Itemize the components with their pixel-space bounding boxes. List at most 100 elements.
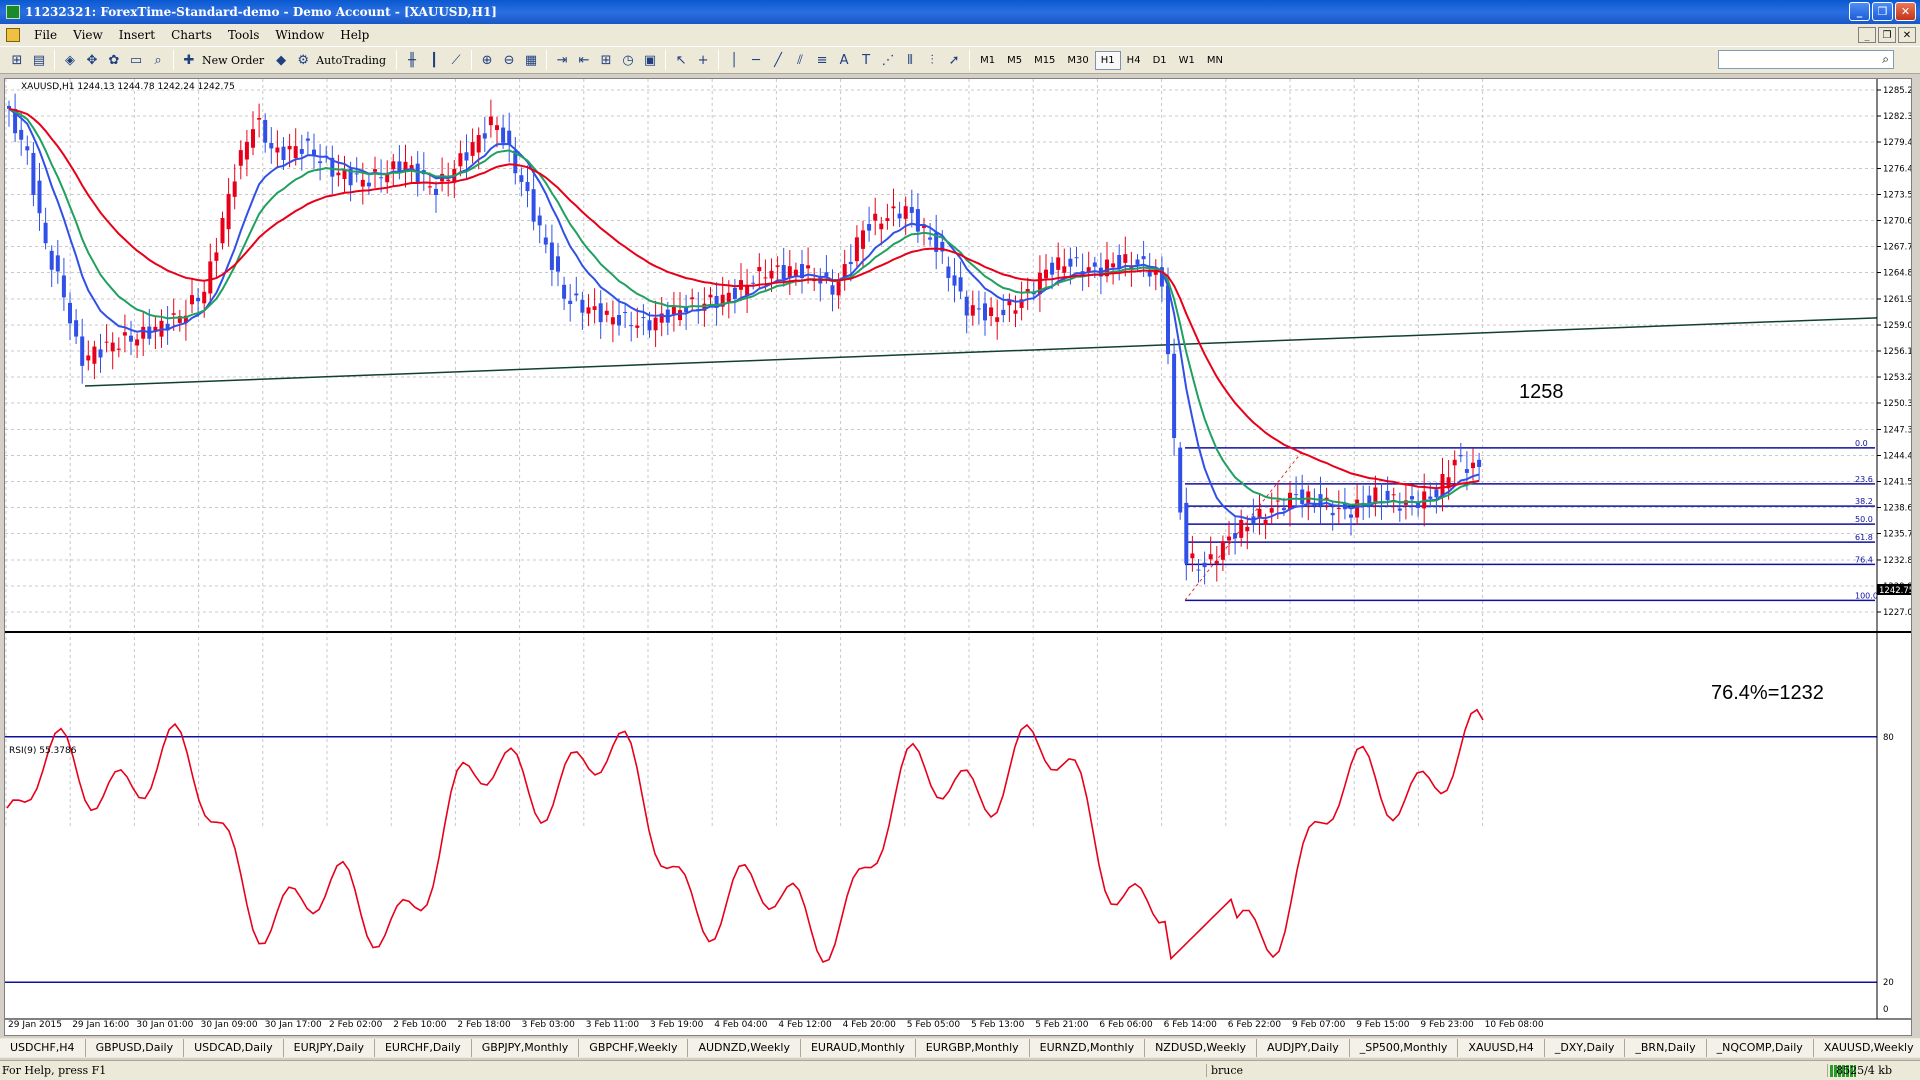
new-order-icon[interactable]: ✚ (183, 52, 195, 68)
chart-tab[interactable]: _BRN,Daily (1625, 1039, 1707, 1057)
new-chart-icon[interactable]: ⊞ (11, 52, 23, 68)
search-icon[interactable]: ⌕ (1882, 52, 1889, 66)
chart-tab[interactable]: NZDUSD,Weekly (1145, 1039, 1258, 1057)
chart-tab[interactable]: _DXY,Daily (1544, 1039, 1626, 1057)
time-tick-label: 6 Feb 22:00 (1228, 1020, 1282, 1030)
autotrading-icon[interactable]: ⚙ (297, 52, 309, 68)
chart-tab[interactable]: EURNZD,Monthly (1029, 1039, 1146, 1057)
maximize-button[interactable]: ❐ (1872, 2, 1893, 21)
gann-icon[interactable]: ⋰ (881, 52, 895, 68)
timeframe-d1[interactable]: D1 (1152, 54, 1167, 66)
timeframe-h1[interactable]: H1 (1094, 50, 1121, 70)
cycles-icon[interactable]: ⦀ (907, 52, 913, 68)
chart-tab[interactable]: XAUUSD,Weekly (1813, 1039, 1920, 1057)
crosshair-tool-icon[interactable]: + (697, 52, 709, 68)
mdi-restore-button[interactable]: ❐ (1878, 27, 1896, 43)
candle-body (68, 302, 72, 324)
chart-tab[interactable]: EURAUD,Monthly (800, 1039, 916, 1057)
timeframe-m30[interactable]: M30 (1067, 54, 1089, 66)
svg-text:1242.75: 1242.75 (1879, 586, 1911, 596)
channel-icon[interactable]: ⫽ (797, 52, 803, 68)
timeframe-mn[interactable]: MN (1206, 54, 1223, 66)
trendline-icon[interactable]: ╱ (774, 52, 782, 68)
horizontal-line-icon[interactable]: ─ (752, 52, 760, 68)
candle-body (617, 314, 621, 326)
fibonacci-icon[interactable]: ≡ (816, 52, 828, 68)
zoom-in-icon[interactable]: ⊕ (481, 52, 493, 68)
timeframe-w1[interactable]: W1 (1178, 54, 1195, 66)
pitchfork-icon[interactable]: ⫶ (930, 52, 934, 68)
arrows-icon[interactable]: ➚ (948, 52, 960, 68)
candle-body (153, 326, 158, 332)
market-watch-icon[interactable]: ◈ (65, 52, 75, 68)
tile-icon[interactable]: ▦ (524, 52, 538, 68)
chart-tab[interactable]: EURJPY,Daily (283, 1039, 375, 1057)
chart-shift-icon[interactable]: ⇤ (578, 52, 590, 68)
menu-tools[interactable]: Tools (227, 28, 260, 42)
chart-tab[interactable]: _NQCOMP,Daily (1706, 1039, 1814, 1057)
chart-canvas[interactable]: 0.0 23.6 38.2 50.0 61.8 76.4 100.0 80 20 0 29 Ja… (5, 79, 1911, 1035)
menu-help[interactable]: Help (340, 28, 370, 42)
candle-body (434, 188, 438, 196)
candle-body (7, 105, 11, 109)
autotrading-button[interactable]: AutoTrading (316, 53, 387, 67)
meta-editor-icon[interactable]: ◆ (276, 52, 287, 68)
candle-body (952, 275, 957, 286)
chart-tab[interactable]: GBPCHF,Weekly (579, 1039, 689, 1057)
search-input[interactable]: ⌕ (1718, 50, 1894, 69)
chart-tab[interactable]: USDCHF,H4 (0, 1039, 86, 1057)
vertical-line-icon[interactable]: │ (730, 52, 738, 68)
chart-window[interactable]: 0.0 23.6 38.2 50.0 61.8 76.4 100.0 80 20 0 29 Ja… (4, 78, 1912, 1036)
chart-tab[interactable]: AUDNZD,Weekly (688, 1039, 801, 1057)
candle-body (263, 119, 268, 143)
chart-tab[interactable]: USDCAD,Daily (184, 1039, 284, 1057)
strategy-tester-icon[interactable]: ⌕ (154, 52, 162, 68)
chart-tab[interactable]: EURCHF,Daily (374, 1039, 472, 1057)
periods-icon[interactable]: ◷ (622, 52, 634, 68)
timeframe-h4[interactable]: H4 (1126, 54, 1141, 66)
data-window-icon[interactable]: ✿ (108, 52, 120, 68)
minimize-button[interactable]: _ (1849, 2, 1870, 21)
line-chart-icon[interactable]: ⟋ (451, 52, 461, 68)
fibonacci-retracement: 0.0 23.6 38.2 50.0 61.8 76.4 100.0 (1184, 439, 1878, 602)
templates-icon[interactable]: ▣ (643, 52, 657, 68)
menu-view[interactable]: View (73, 28, 103, 42)
chart-window-icon[interactable] (6, 28, 20, 42)
text-icon[interactable]: A (839, 52, 849, 68)
menu-insert[interactable]: Insert (118, 28, 156, 42)
candle-body (1434, 489, 1439, 498)
chart-tab[interactable]: _SP500,Monthly (1349, 1039, 1459, 1057)
cursor-icon[interactable]: ↖ (675, 52, 687, 68)
candle-body (934, 232, 939, 252)
menu-charts[interactable]: Charts (171, 28, 212, 42)
menu-file[interactable]: File (34, 28, 58, 42)
menu-window[interactable]: Window (275, 28, 325, 42)
profiles-icon[interactable]: ▤ (32, 52, 46, 68)
candle-body (385, 174, 390, 183)
bar-chart-icon[interactable]: ╫ (408, 52, 416, 68)
terminal-icon[interactable]: ▭ (129, 52, 143, 68)
mdi-minimize-button[interactable]: _ (1858, 27, 1876, 43)
candle-body (49, 250, 54, 270)
mdi-close-button[interactable]: ✕ (1898, 27, 1916, 43)
new-order-button[interactable]: New Order (202, 53, 265, 67)
indicators-icon[interactable]: ⊞ (600, 52, 612, 68)
chart-tab[interactable]: GBPUSD,Daily (85, 1039, 185, 1057)
close-button[interactable]: ✕ (1895, 2, 1916, 21)
candle-body (641, 317, 646, 319)
text-label-icon[interactable]: T (862, 52, 871, 68)
autoscroll-icon[interactable]: ⇥ (556, 52, 568, 68)
chart-tab[interactable]: GBPJPY,Monthly (471, 1039, 580, 1057)
chart-tab[interactable]: XAUUSD,H4 (1458, 1039, 1545, 1057)
candle-body (879, 223, 884, 230)
navigator-icon[interactable]: ✥ (86, 52, 98, 68)
chart-tab[interactable]: AUDJPY,Daily (1257, 1039, 1350, 1057)
zoom-out-icon[interactable]: ⊖ (503, 52, 515, 68)
candlestick-icon[interactable]: ┃ (430, 52, 438, 68)
timeframe-m1[interactable]: M1 (980, 54, 996, 66)
chart-tab[interactable]: EURGBP,Monthly (915, 1039, 1030, 1057)
candle-body (1172, 353, 1177, 439)
timeframe-m5[interactable]: M5 (1007, 54, 1023, 66)
timeframe-m15[interactable]: M15 (1034, 54, 1056, 66)
candle-body (165, 323, 170, 331)
